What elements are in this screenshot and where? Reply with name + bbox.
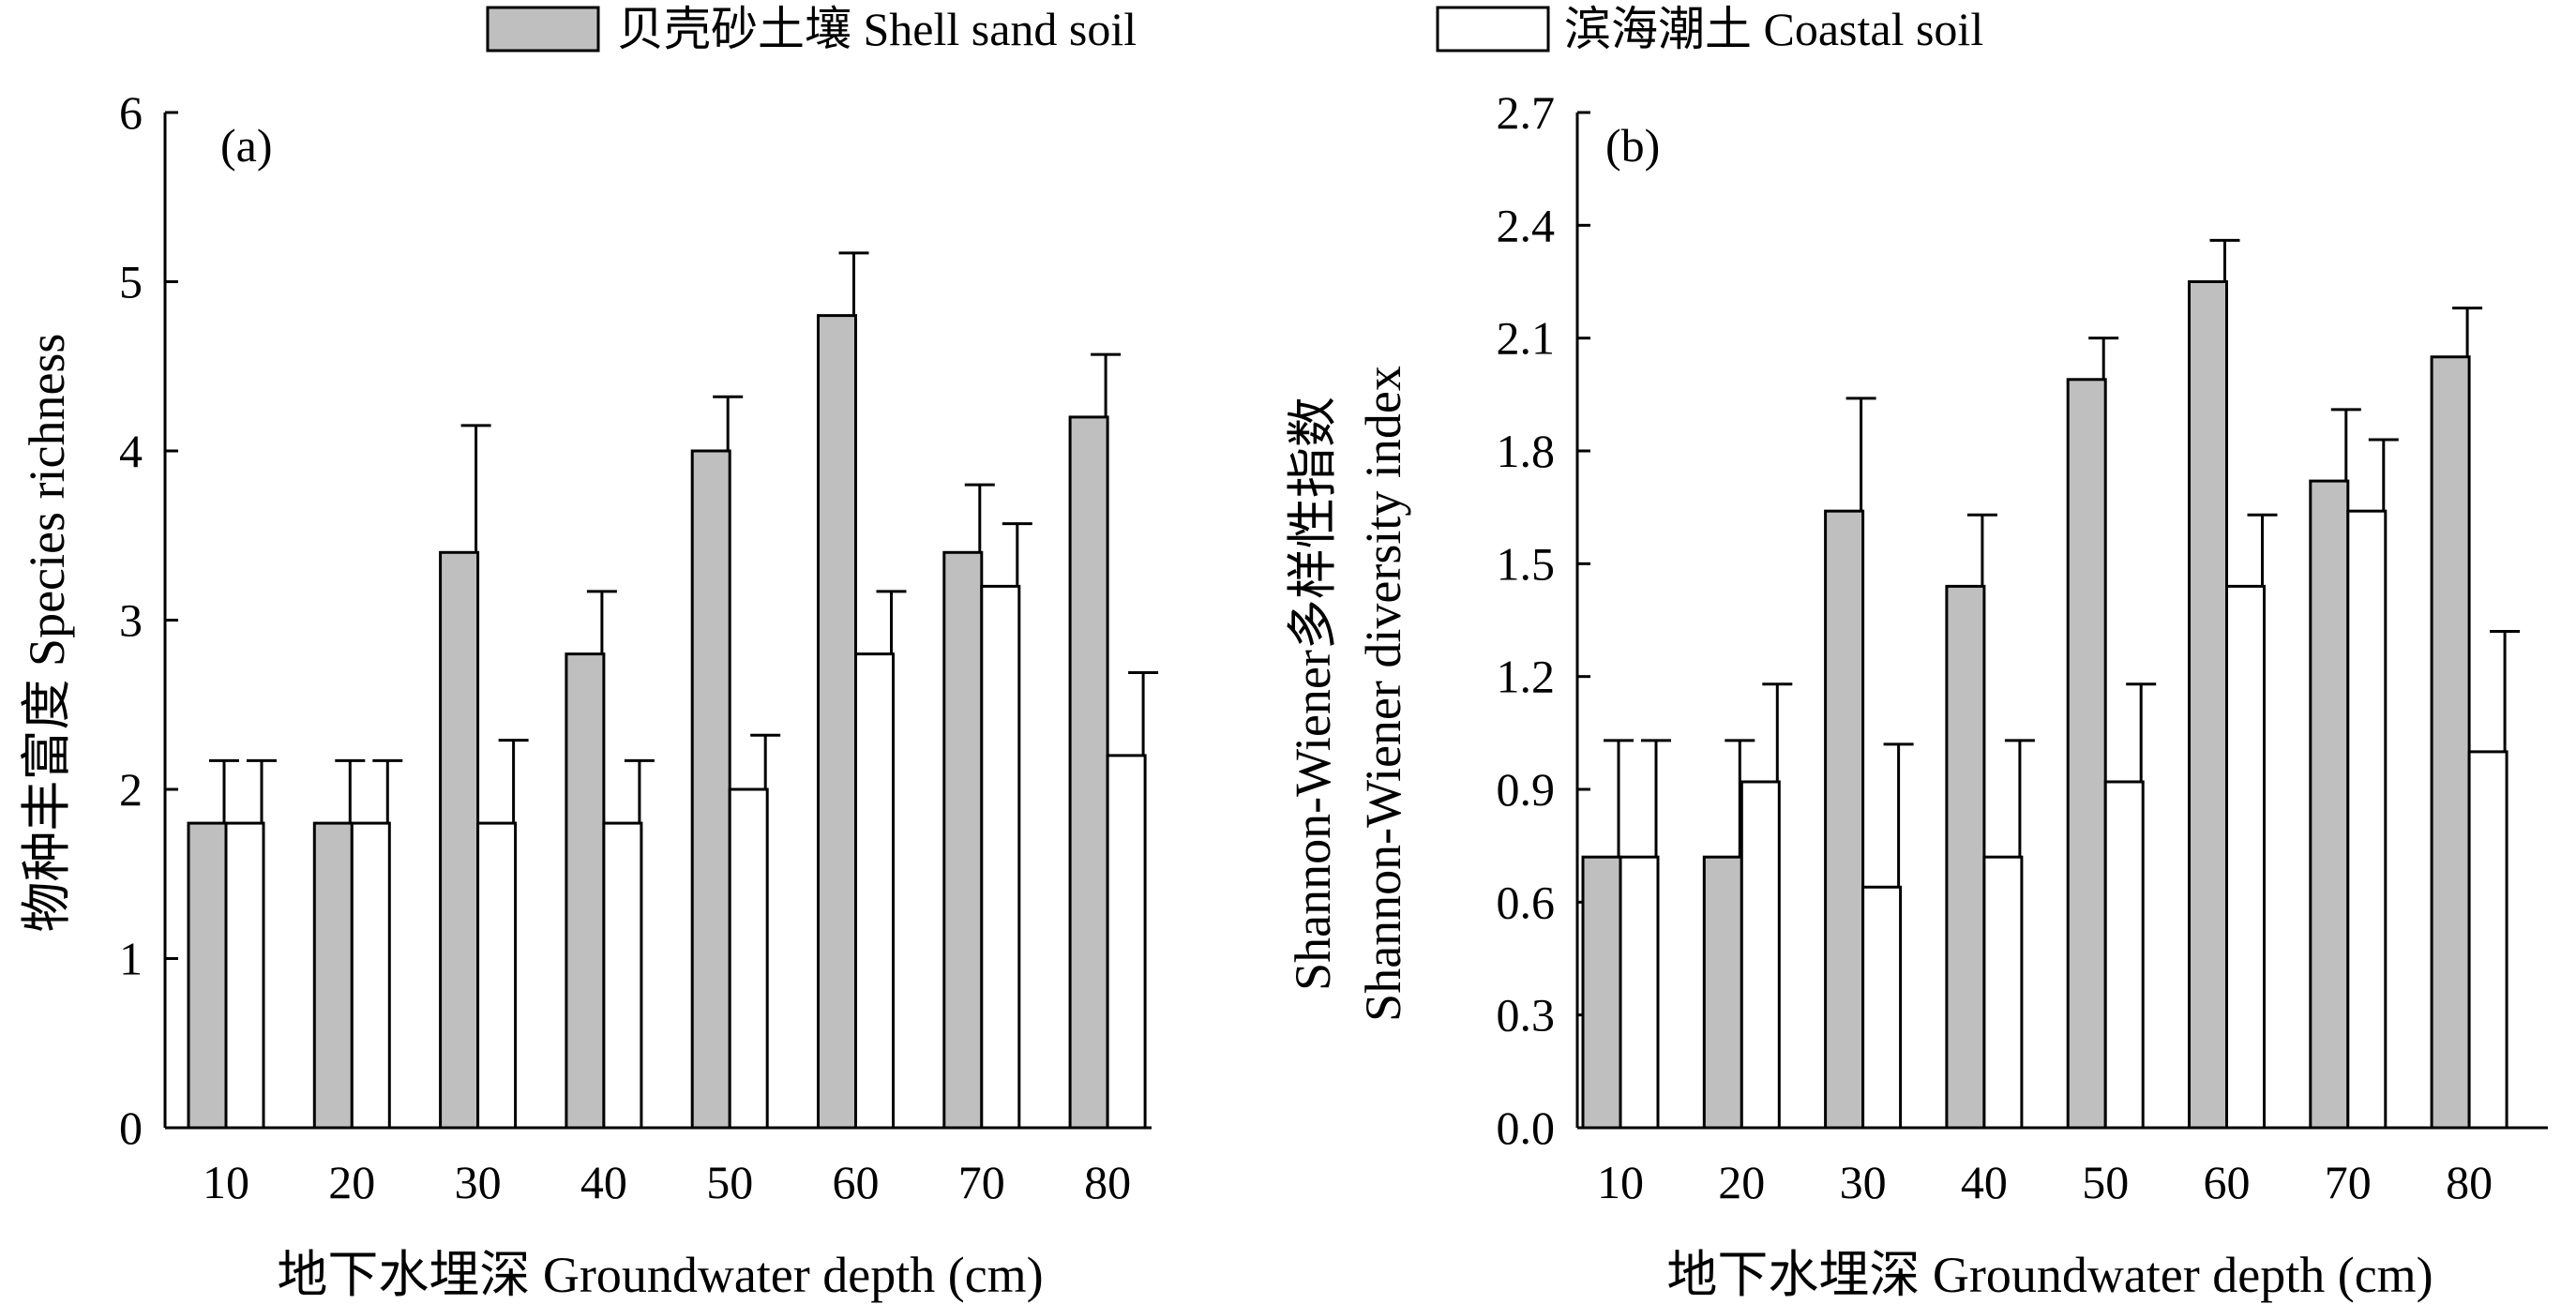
y-tick-label: 1 [119, 933, 143, 985]
panel-b-shannon-wiener: 0.0 0.3 0.6 0.9 1.2 1.5 1.8 2.1 2.4 2.7 10 20 30 40 5… [1285, 86, 2548, 1303]
bar-shell-sand-40 [1945, 584, 1986, 1130]
bar-shell-sand-20 [1702, 855, 1743, 1130]
panel-a-y-axis-title: 物种丰富度 Species richness [19, 334, 75, 933]
panel-b-xtick-labels: 10 20 30 40 50 60 70 80 [1597, 1156, 2493, 1208]
panel-b-bars [1581, 238, 2521, 1130]
y-tick-label: 0.3 [1497, 989, 1556, 1042]
x-tick-label: 20 [1718, 1156, 1765, 1208]
bar-shell-sand-30 [439, 550, 480, 1130]
bar-coastal-30 [476, 821, 518, 1130]
bar-coastal-80 [2467, 750, 2508, 1130]
panel-b-x-axis-title: 地下水埋深 Groundwater depth (cm) [1666, 1247, 2433, 1303]
x-tick-label: 30 [1840, 1156, 1887, 1208]
bar-coastal-70 [2346, 509, 2388, 1130]
bar-shell-sand-30 [1824, 509, 1865, 1130]
x-tick-label: 40 [1961, 1156, 2008, 1208]
y-tick-label: 2.4 [1497, 199, 1556, 251]
x-tick-label: 30 [455, 1156, 502, 1208]
panel-b-y-axis-title-en: Shannon-Wiener diversity index [1355, 366, 1411, 1022]
bar-shell-sand-60 [817, 314, 857, 1130]
panel-a-bars [187, 251, 1159, 1130]
bar-shell-sand-10 [1581, 855, 1622, 1130]
bar-shell-sand-80 [1068, 415, 1109, 1130]
y-tick-label: 0.9 [1497, 763, 1556, 816]
bar-coastal-50 [728, 787, 769, 1130]
bar-shell-sand-50 [2066, 378, 2107, 1130]
x-tick-label: 80 [2446, 1156, 2493, 1208]
x-tick-label: 50 [2082, 1156, 2129, 1208]
bar-shell-sand-70 [942, 550, 984, 1130]
panel-a-ytick-labels: 0 1 2 3 4 5 6 [119, 86, 143, 1154]
legend-swatch-coastal [1436, 6, 1550, 52]
bar-coastal-30 [1861, 885, 1903, 1130]
bar-shell-sand-70 [2309, 479, 2350, 1130]
legend-label-shell-sand: 贝壳砂土壤 Shell sand soil [617, 3, 1137, 55]
x-tick-label: 10 [1597, 1156, 1644, 1208]
x-tick-label: 70 [958, 1156, 1005, 1208]
panel-b-label: (b) [1605, 119, 1660, 172]
y-tick-label: 1.5 [1497, 537, 1556, 590]
bar-coastal-20 [1740, 780, 1781, 1130]
y-tick-label: 5 [119, 256, 143, 308]
bar-shell-sand-10 [187, 821, 228, 1130]
bar-shell-sand-40 [565, 652, 606, 1130]
y-tick-label: 2.1 [1497, 312, 1556, 365]
y-tick-label: 0.0 [1497, 1102, 1556, 1154]
bar-shell-sand-20 [312, 821, 354, 1130]
x-tick-label: 70 [2325, 1156, 2372, 1208]
y-tick-label: 6 [119, 86, 143, 139]
bar-shell-sand-60 [2188, 280, 2228, 1130]
bar-coastal-20 [350, 821, 391, 1130]
bar-coastal-10 [1619, 855, 1660, 1130]
x-tick-label: 60 [833, 1156, 880, 1208]
panel-b-y-axis-title-zh: Shannon-Wiener多样性指数 [1285, 397, 1341, 991]
y-tick-label: 0 [119, 1102, 143, 1154]
y-tick-label: 0.6 [1497, 876, 1556, 928]
bar-coastal-60 [2225, 584, 2266, 1130]
x-tick-label: 20 [328, 1156, 375, 1208]
y-tick-label: 3 [119, 594, 143, 647]
bar-coastal-80 [1106, 754, 1147, 1130]
bar-shell-sand-80 [2430, 355, 2471, 1130]
bar-coastal-50 [2103, 780, 2145, 1130]
x-tick-label: 40 [580, 1156, 627, 1208]
panel-b-ytick-labels: 0.0 0.3 0.6 0.9 1.2 1.5 1.8 2.1 2.4 2.7 [1497, 86, 1556, 1154]
x-tick-label: 50 [706, 1156, 753, 1208]
legend: 贝壳砂土壤 Shell sand soil 滨海潮土 Coastal soil [486, 3, 1983, 55]
bar-coastal-10 [224, 821, 265, 1130]
bar-coastal-70 [980, 584, 1021, 1130]
y-tick-label: 2 [119, 763, 143, 816]
bar-shell-sand-50 [690, 449, 731, 1130]
legend-swatch-shell-sand [486, 6, 600, 52]
y-tick-label: 4 [119, 425, 143, 477]
panel-a-xtick-labels: 10 20 30 40 50 60 70 80 [203, 1156, 1131, 1208]
x-tick-label: 10 [203, 1156, 249, 1208]
legend-label-coastal: 滨海潮土 Coastal soil [1564, 3, 1983, 55]
y-tick-label: 1.8 [1497, 425, 1556, 477]
y-tick-label: 2.7 [1497, 86, 1556, 139]
x-tick-label: 60 [2204, 1156, 2251, 1208]
bar-coastal-40 [1982, 855, 2024, 1130]
panel-a-label: (a) [220, 119, 273, 172]
panel-a-species-richness: 0 1 2 3 4 5 6 10 20 30 40 50 60 70 80 (a) 地下水埋深 Groun… [19, 86, 1159, 1303]
y-tick-label: 1.2 [1497, 651, 1556, 703]
panel-a-x-axis-title: 地下水埋深 Groundwater depth (cm) [277, 1247, 1043, 1303]
x-tick-label: 80 [1084, 1156, 1131, 1208]
bar-coastal-60 [854, 652, 895, 1130]
bar-coastal-40 [602, 821, 643, 1130]
